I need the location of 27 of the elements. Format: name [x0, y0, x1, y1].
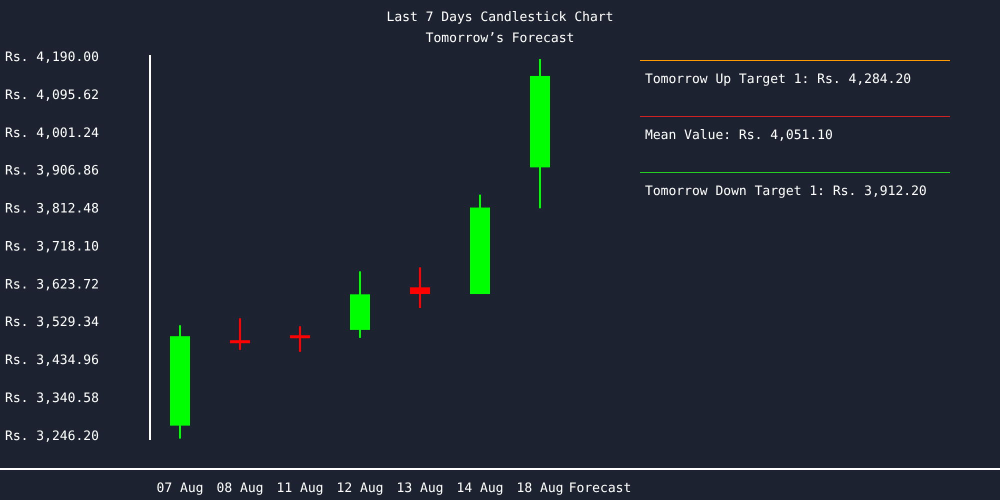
candlestick: [230, 317, 250, 351]
chart-title: Last 7 Days Candlestick Chart: [386, 10, 614, 25]
x-tick-label: 13 Aug: [396, 481, 444, 496]
y-tick-label: Rs. 3,434.96: [5, 353, 99, 368]
text: Tomorrow Down Target 1: Rs. 3,912.20: [645, 184, 927, 199]
x-tick-label: 14 Aug: [456, 481, 504, 496]
candlestick: [410, 266, 430, 309]
y-tick-label: Rs. 4,190.00: [5, 50, 99, 66]
text: Tomorrow Up Target 1: Rs. 4,284.20: [645, 72, 912, 87]
x-tick-label: 18 Aug: [516, 481, 564, 496]
y-tick-label: Rs. 3,906.86: [5, 164, 99, 179]
candlestick: [290, 325, 310, 353]
x-tick-label: 07 Aug: [156, 481, 204, 496]
y-tick-label: Rs. 3,623.72: [5, 277, 99, 292]
y-tick-label: Rs. 3,718.10: [5, 239, 99, 254]
text: Mean Value: Rs. 4,051.10: [645, 128, 833, 143]
y-tick-label: Rs. 4,095.62: [5, 88, 99, 103]
chart-subtitle: Tomorrow’s Forecast: [424, 31, 576, 46]
x-tick-label: Forecast: [568, 481, 632, 496]
y-tick-label: Rs. 4,001.24: [5, 126, 100, 141]
y-tick-label: Rs. 3,529.34: [5, 315, 100, 330]
x-tick-label: 11 Aug: [276, 481, 324, 496]
y-tick-label: Rs. 3,340.58: [5, 391, 99, 406]
y-tick-label: Rs. 3,246.20: [5, 428, 99, 444]
x-tick-label: 12 Aug: [336, 481, 384, 496]
y-tick-label: Rs. 3,812.48: [5, 202, 99, 217]
x-tick-label: 08 Aug: [216, 481, 264, 496]
